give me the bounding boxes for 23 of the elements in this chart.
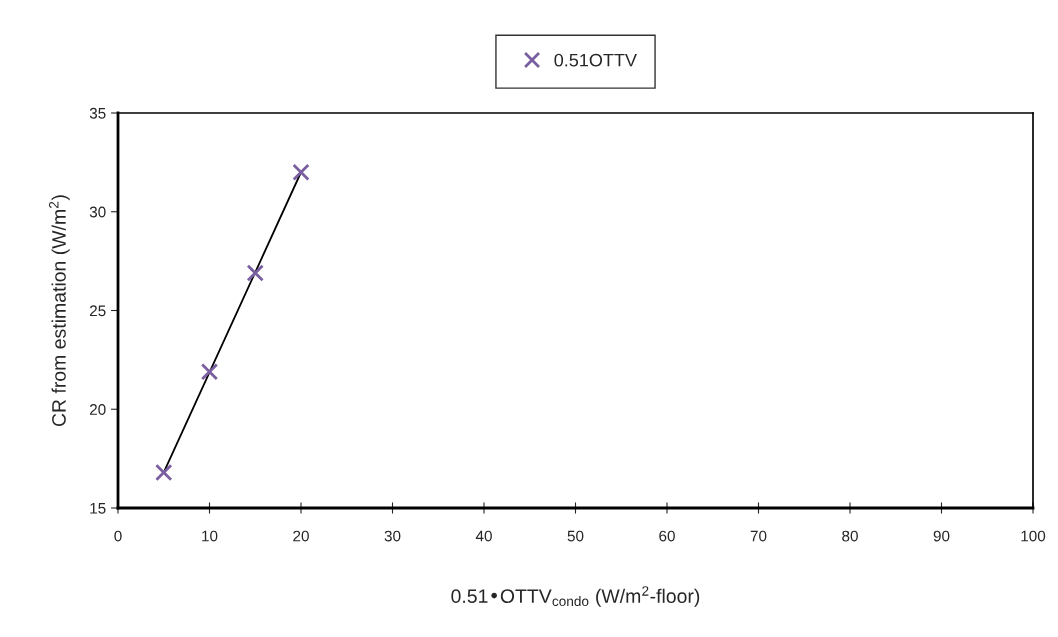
- x-tick-label: 100: [1021, 530, 1046, 542]
- y-tick-label: 20: [89, 404, 106, 415]
- point: [155, 463, 173, 482]
- x-tick-label: 90: [933, 530, 950, 542]
- y-axis-title: CR from estimation (W/m$^{2}$): [48, 195, 70, 427]
- x-tick-label: 20: [293, 530, 309, 542]
- x-tick-label: 10: [202, 530, 218, 542]
- x-tick-label: 40: [475, 530, 492, 542]
- x-tick-label: 80: [842, 530, 858, 542]
- y-tick-label: 35: [89, 107, 106, 119]
- y-tick-label: 15: [90, 503, 106, 514]
- x-tick-label: 30: [384, 530, 401, 542]
- point: [200, 363, 219, 381]
- x-tick-label: 50: [567, 530, 584, 542]
- x-tick-label: 70: [750, 530, 767, 542]
- y-tick-label: 25: [89, 305, 106, 317]
- x-tick-label: 0: [114, 530, 122, 542]
- y-tick-label: 30: [89, 206, 106, 218]
- point: [292, 163, 310, 181]
- point: [246, 264, 264, 282]
- x-axis-title: 0.51•OTTV$_{condo}$ (W/m$^{2}$-floor): [451, 586, 700, 607]
- legend-label: 0.51OTTV: [554, 53, 637, 67]
- x-tick-label: 60: [659, 530, 675, 542]
